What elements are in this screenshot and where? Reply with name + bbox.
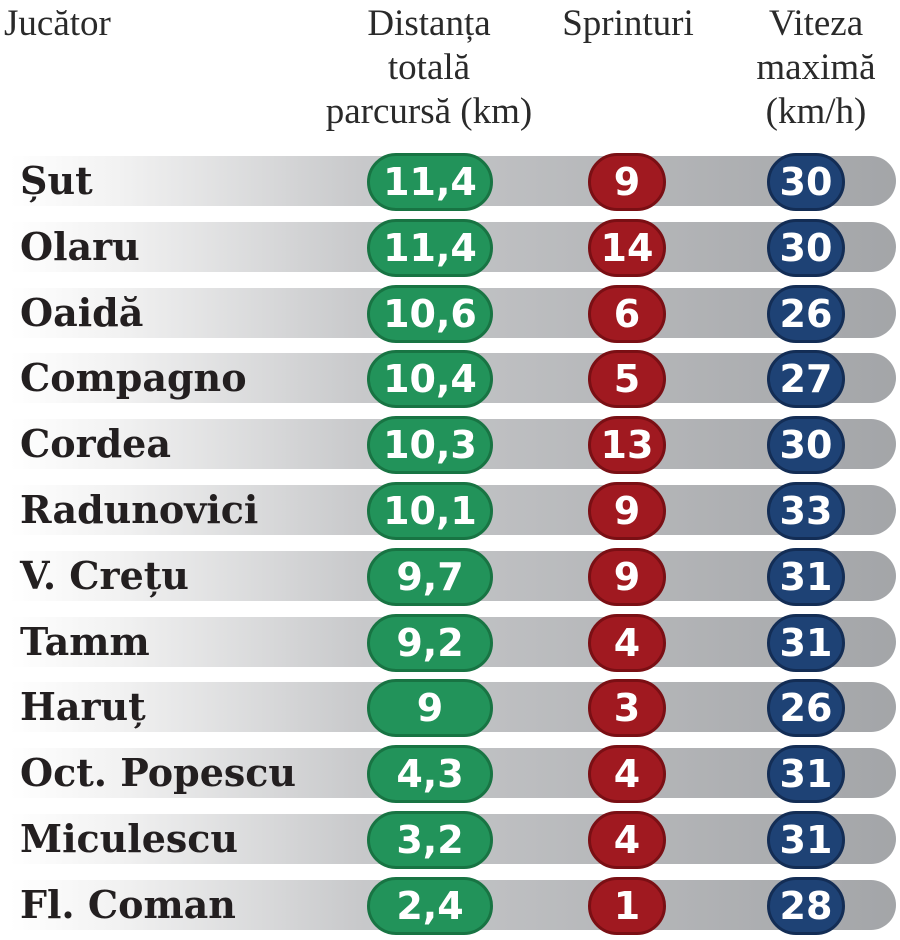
player-name: Fl. Coman: [20, 882, 236, 927]
speed-value: 26: [767, 679, 845, 737]
table-row: Tamm 9,2 4 31: [0, 611, 900, 677]
table-row: Miculescu 3,2 4 31: [0, 808, 900, 874]
speed-value: 31: [767, 614, 845, 672]
table-row: Oaidă 10,6 6 26: [0, 282, 900, 348]
speed-value: 31: [767, 745, 845, 803]
player-name: Oaidă: [20, 290, 144, 335]
table-row: Haruț 9 3 26: [0, 676, 900, 742]
table-row: Fl. Coman 2,4 1 28: [0, 874, 900, 940]
table-row: Oct. Popescu 4,3 4 31: [0, 742, 900, 808]
speed-value: 27: [767, 350, 845, 408]
sprints-value: 5: [588, 350, 666, 408]
distance-value: 4,3: [367, 745, 493, 803]
player-name: Oct. Popescu: [20, 750, 297, 795]
header-player-line: Jucător: [4, 3, 111, 44]
player-name: Tamm: [20, 619, 150, 664]
sprints-value: 4: [588, 745, 666, 803]
sprints-value: 4: [588, 811, 666, 869]
sprints-value: 6: [588, 285, 666, 343]
distance-value: 9: [367, 679, 493, 737]
table-row: Radunovici 10,1 9 33: [0, 479, 900, 545]
player-name: Cordea: [20, 421, 171, 466]
player-name: V. Crețu: [20, 553, 189, 598]
sprints-value: 14: [588, 219, 666, 277]
distance-value: 3,2: [367, 811, 493, 869]
table-row: Olaru 11,4 14 30: [0, 216, 900, 282]
header-speed-line-1: Viteza: [768, 3, 864, 44]
distance-value: 10,1: [367, 482, 493, 540]
speed-value: 26: [767, 285, 845, 343]
player-name: Olaru: [20, 224, 140, 269]
header-distance-line-1: Distanța: [367, 3, 491, 44]
player-name: Haruț: [20, 684, 146, 729]
distance-value: 10,4: [367, 350, 493, 408]
sprints-value: 3: [588, 679, 666, 737]
distance-value: 10,3: [367, 416, 493, 474]
distance-value: 9,7: [367, 548, 493, 606]
sprints-value: 9: [588, 548, 666, 606]
distance-value: 2,4: [367, 877, 493, 935]
header-sprints-line: Sprinturi: [562, 3, 694, 44]
speed-value: 30: [767, 153, 845, 211]
sprints-value: 1: [588, 877, 666, 935]
distance-value: 10,6: [367, 285, 493, 343]
player-name: Compagno: [20, 355, 247, 400]
header-player: Jucător: [4, 2, 111, 46]
speed-value: 31: [767, 548, 845, 606]
header-speed-line-3: (km/h): [765, 91, 867, 132]
speed-value: 33: [767, 482, 845, 540]
player-name: Miculescu: [20, 816, 239, 861]
sprints-value: 9: [588, 153, 666, 211]
header-distance-line-2: totală: [387, 47, 471, 88]
table-row: Cordea 10,3 13 30: [0, 413, 900, 479]
header-speed-line-2: maximă: [756, 47, 876, 88]
header-distance-line-3: parcursă (km): [325, 91, 533, 132]
header-speed: Viteza maximă (km/h): [738, 2, 894, 134]
table-row: V. Crețu 9,7 9 31: [0, 545, 900, 611]
header-distance: Distanța totală parcursă (km): [296, 2, 562, 134]
distance-value: 11,4: [367, 219, 493, 277]
speed-value: 30: [767, 219, 845, 277]
player-name: Șut: [20, 158, 93, 203]
table-row: Șut 11,4 9 30: [0, 150, 900, 216]
sprints-value: 4: [588, 614, 666, 672]
distance-value: 11,4: [367, 153, 493, 211]
sprints-value: 9: [588, 482, 666, 540]
speed-value: 30: [767, 416, 845, 474]
speed-value: 28: [767, 877, 845, 935]
header-sprints: Sprinturi: [538, 2, 718, 46]
player-name: Radunovici: [20, 487, 259, 532]
speed-value: 31: [767, 811, 845, 869]
table-row: Compagno 10,4 5 27: [0, 347, 900, 413]
sprints-value: 13: [588, 416, 666, 474]
distance-value: 9,2: [367, 614, 493, 672]
